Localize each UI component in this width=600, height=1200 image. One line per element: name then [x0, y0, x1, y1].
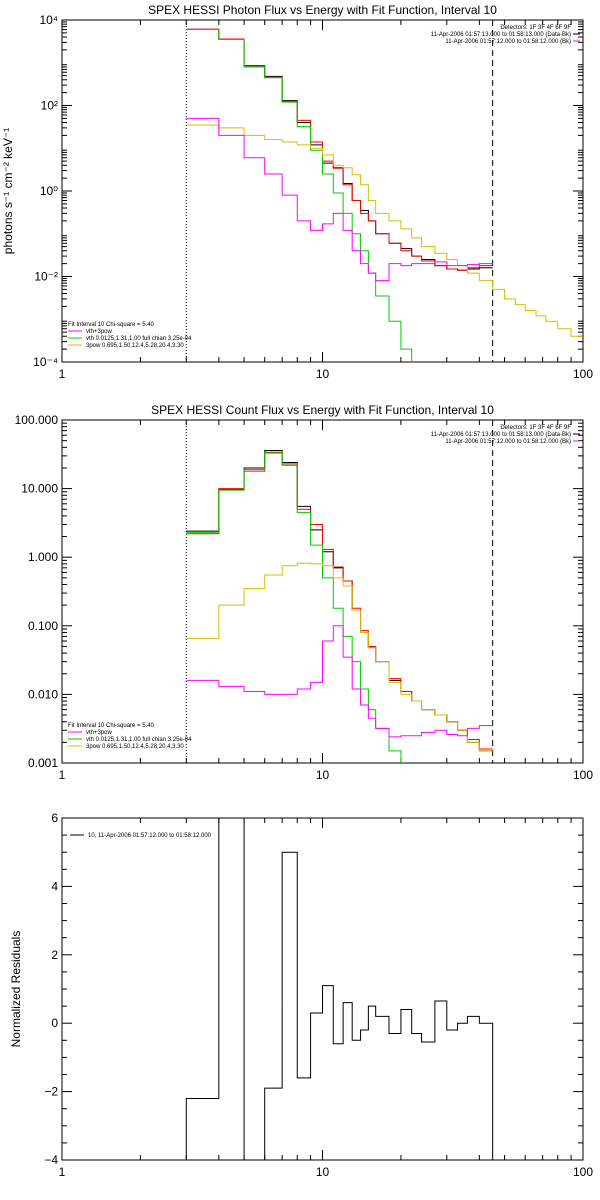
series-4-line	[186, 562, 493, 752]
x-tick-label: 100	[573, 1165, 593, 1179]
chart-title: SPEX HESSI Count Flux vs Energy with Fit…	[151, 403, 494, 417]
y-tick-label: 0.001	[28, 756, 58, 770]
series-1-line	[186, 28, 493, 271]
y-tick-label: 0	[51, 1016, 58, 1030]
x-tick-label: 100	[573, 367, 593, 381]
y-tick-label: 100.000	[15, 413, 59, 427]
y-tick-label: 0.010	[28, 687, 58, 701]
y-tick-label: 10²	[41, 99, 58, 113]
y-tick-label: 4	[51, 879, 58, 893]
series-2-line	[186, 452, 493, 750]
y-tick-label: 10⁻⁴	[33, 355, 58, 369]
y-tick-label: 10⁰	[40, 184, 58, 198]
y-tick-label: −2	[44, 1085, 58, 1099]
x-tick-label: 10	[316, 1165, 330, 1179]
legend-bottom-line: 3pow 0.695,1.50,12.4,5.28,20.4,3.30	[86, 744, 184, 750]
legend-bottom-line: 3pow 0.695,1.50,12.4,5.28,20.4,3.30	[86, 343, 184, 349]
chart-title: SPEX HESSI Photon Flux vs Energy with Fi…	[148, 3, 497, 17]
series-3-line	[186, 451, 402, 763]
x-tick-label: 10	[316, 768, 330, 782]
legend-top-line: Detectors: 1F 3F 4F 6F 9F	[500, 25, 571, 31]
y-tick-label: −4	[44, 1153, 58, 1167]
y-tick-label: 0.100	[28, 619, 58, 633]
legend-bottom-line: Fit Interval 10 Chi-square = 5.40	[68, 723, 155, 729]
y-tick-label: 2	[51, 948, 58, 962]
legend-top-line: 11-Apr-2006 01:57:13.000 to 01:58:13.000…	[431, 32, 571, 38]
x-tick-label: 10	[316, 367, 330, 381]
y-tick-label: 6	[51, 811, 58, 825]
legend-bottom-line: vth+3pow	[86, 329, 113, 335]
y-tick-label: 1.000	[28, 550, 58, 564]
legend-top-line: 11-Apr-2006 01:57:12.000 to 01:58:12.000…	[445, 439, 571, 445]
series-1-line	[186, 449, 493, 752]
x-tick-label: 100	[573, 768, 593, 782]
series-3-line	[186, 28, 413, 362]
chart-panel-1	[61, 19, 584, 363]
x-tick-label: 1	[59, 768, 66, 782]
y-tick-label: 10.000	[21, 482, 58, 496]
series-1-line	[185, 818, 494, 1160]
chart-panel-2	[61, 419, 584, 764]
y-tick-label: 10⁴	[39, 13, 58, 27]
legend-bottom-line: vth+3pow	[86, 730, 113, 736]
y-axis-label: Normalized Residuals	[9, 931, 23, 1048]
y-tick-label: 10⁻²	[34, 270, 58, 284]
series-5-line	[186, 117, 493, 282]
plot-frame	[61, 419, 584, 764]
plot-frame	[61, 19, 584, 363]
series-4-line	[186, 124, 583, 337]
legend-top-line: Detectors: 1F 3F 4F 6F 9F	[500, 425, 571, 431]
legend-top-line: 11-Apr-2006 01:57:13.000 to 01:58:13.000…	[431, 432, 571, 438]
x-tick-label: 1	[59, 1165, 66, 1179]
x-tick-label: 1	[59, 367, 66, 381]
y-axis-label: photons s⁻¹ cm⁻² keV⁻¹	[1, 128, 15, 254]
chart-panel-3	[61, 817, 584, 1161]
legend-bottom-line: vth 0.0125,1.31,1.00 full chian 3.25e-04	[86, 737, 192, 743]
legend-bottom-line: Fit Interval 10 Chi-square = 5.40	[68, 322, 155, 328]
legend-top-line: 11-Apr-2006 01:57:12.000 to 01:58:12.000…	[445, 39, 571, 45]
series-2-line	[186, 28, 493, 271]
legend-line: 10, 11-Apr-2006 01:57:12.000 to 01:58:12…	[88, 833, 212, 839]
legend-bottom-line: vth 0.0125,1.31,1.00 full chian 3.25e-04	[86, 336, 192, 342]
series-5-line	[186, 625, 493, 738]
